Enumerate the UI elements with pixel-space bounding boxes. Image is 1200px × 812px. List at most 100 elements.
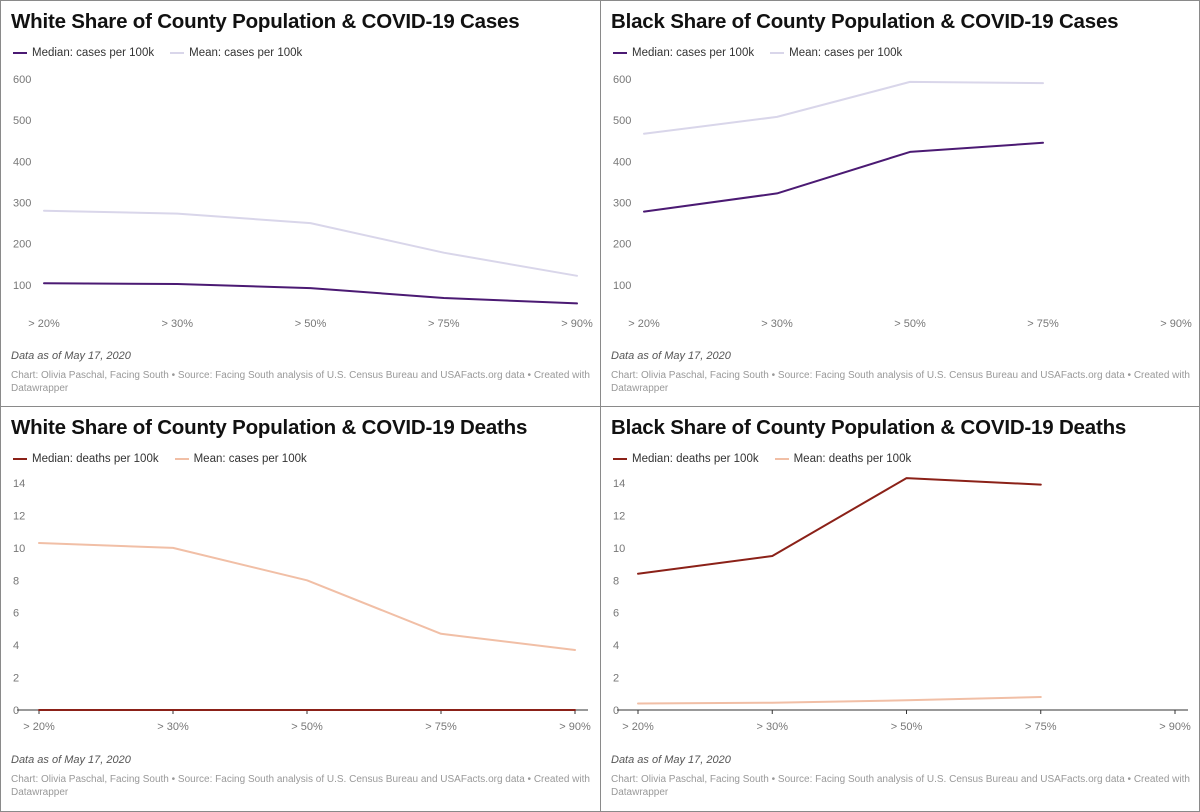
credit-line: Chart: Olivia Paschal, Facing South • So… <box>611 370 1190 394</box>
panel-white-cases: 600 500 400 300 200 100 > 20% > 30% > 50% > 75% > … <box>0 0 601 407</box>
legend-item-median: Median: cases per 100k <box>13 47 154 59</box>
legend-item-median: Median: deaths per 100k <box>613 453 759 465</box>
y-tick-label-0: 0 <box>613 705 619 717</box>
legend-swatch <box>174 458 189 460</box>
x-tick-label-90: > 90% <box>1159 721 1191 733</box>
y-tick-label-4: 4 <box>613 640 619 652</box>
x-tick-label-30: > 30% <box>757 721 789 733</box>
chart-black-deaths: 14 12 10 8 6 4 2 0> 20% > 30% > 50% > 75% > 90% <box>613 477 1191 733</box>
x-tick-label-90: > 90% <box>1160 318 1192 330</box>
chart-title: Black Share of County Population & COVID… <box>611 10 1119 33</box>
credit-line: Chart: Olivia Paschal, Facing South • So… <box>611 774 1190 798</box>
legend-label: Mean: cases per 100k <box>189 47 303 59</box>
chart-black-cases: 600 500 400 300 200 100 > 20% > 30% > 50% > 75% > … <box>613 74 1192 330</box>
legend: Median: deaths per 100k Mean: deaths per… <box>613 453 927 465</box>
y-tick-label-12: 12 <box>13 510 25 522</box>
chart-title: Black Share of County Population & COVID… <box>611 416 1127 439</box>
legend-item-median: Median: cases per 100k <box>613 47 754 59</box>
legend-swatch <box>770 52 785 54</box>
legend-item-mean: Mean: cases per 100k <box>170 47 302 59</box>
y-tick-label-400: 400 <box>13 156 31 168</box>
legend-label: Median: cases per 100k <box>632 47 755 59</box>
legend-label: Mean: deaths per 100k <box>793 453 912 465</box>
y-tick-label-0: 0 <box>13 705 19 717</box>
y-tick-label-12: 12 <box>613 510 625 522</box>
legend-swatch <box>613 52 627 54</box>
x-tick-label-90: > 90% <box>559 721 591 733</box>
y-tick-label-10: 10 <box>613 543 625 555</box>
legend-label: Median: cases per 100k <box>32 47 155 59</box>
x-tick-label-50: > 50% <box>891 721 923 733</box>
legend-item-mean: Mean: deaths per 100k <box>774 453 912 465</box>
legend-label: Mean: cases per 100k <box>789 47 903 59</box>
dateline: Data as of May 17, 2020 <box>11 350 131 362</box>
credit-line: Chart: Olivia Paschal, Facing South • So… <box>11 774 590 798</box>
x-tick-label-20: > 20% <box>23 721 55 733</box>
x-tick-label-75: > 75% <box>1025 721 1057 733</box>
x-tick-label-75: > 75% <box>425 721 457 733</box>
panel-white-deaths: 14 12 10 8 6 4 2 0 > 20% > 30% > 50% > 75% > 90% Whi… <box>0 406 601 812</box>
y-tick-label-300: 300 <box>613 198 631 210</box>
legend-item-mean: Mean: cases per 100k <box>770 47 902 59</box>
x-tick-label-20: > 20% <box>28 318 60 330</box>
legend: Median: cases per 100k Mean: cases per 1… <box>613 47 918 59</box>
y-tick-label-6: 6 <box>613 608 619 620</box>
y-tick-label-500: 500 <box>13 115 31 127</box>
legend-item-mean: Mean: cases per 100k <box>174 453 307 465</box>
y-tick-label-2: 2 <box>613 673 619 685</box>
x-tick-label-90: > 90% <box>561 318 593 330</box>
x-tick-label-50: > 50% <box>291 721 323 733</box>
series-line-median-cases-per-100k <box>643 141 1044 213</box>
y-tick-label-500: 500 <box>613 115 631 127</box>
y-tick-label-4: 4 <box>13 640 19 652</box>
chart-white-deaths: 14 12 10 8 6 4 2 0 > 20% > 30% > 50% > 75% > 90% <box>13 478 591 733</box>
legend-item-median: Median: deaths per 100k <box>13 453 159 465</box>
chart-title: White Share of County Population & COVID… <box>11 416 528 439</box>
y-tick-label-300: 300 <box>13 198 31 210</box>
x-tick-label-75: > 75% <box>1027 318 1059 330</box>
chart-title: White Share of County Population & COVID… <box>11 10 520 33</box>
y-tick-label-100: 100 <box>613 280 631 292</box>
legend-swatch <box>170 52 185 54</box>
legend-swatch <box>13 52 27 54</box>
y-tick-label-400: 400 <box>613 156 631 168</box>
legend: Median: deaths per 100k Mean: cases per … <box>13 453 323 465</box>
series-line-mean-cases-per-100k <box>43 209 578 277</box>
series-line-mean-cases-per-100k <box>643 80 1044 135</box>
x-tick-label-30: > 30% <box>761 318 793 330</box>
y-tick-label-8: 8 <box>13 575 19 587</box>
dateline: Data as of May 17, 2020 <box>611 350 731 362</box>
y-tick-label-100: 100 <box>13 280 31 292</box>
x-tick-label-30: > 30% <box>162 318 194 330</box>
y-tick-label-200: 200 <box>613 239 631 251</box>
y-tick-label-200: 200 <box>13 239 31 251</box>
series-line-mean-cases-per-100k <box>38 542 576 651</box>
x-tick-label-30: > 30% <box>157 721 189 733</box>
legend-label: Mean: cases per 100k <box>193 453 307 465</box>
chart-white-cases: 600 500 400 300 200 100 > 20% > 30% > 50% > 75% > … <box>13 74 593 330</box>
series-line-median-deaths-per-100k <box>637 477 1042 575</box>
y-tick-label-2: 2 <box>13 673 19 685</box>
credit-line: Chart: Olivia Paschal, Facing South • So… <box>11 370 590 394</box>
series-line-median-cases-per-100k <box>43 282 578 305</box>
legend-swatch <box>613 458 627 460</box>
legend-swatch <box>774 458 789 460</box>
y-tick-label-14: 14 <box>13 478 25 490</box>
dateline: Data as of May 17, 2020 <box>11 754 131 766</box>
x-tick-label-50: > 50% <box>894 318 926 330</box>
dateline: Data as of May 17, 2020 <box>611 754 731 766</box>
legend-label: Median: deaths per 100k <box>632 453 759 465</box>
legend-swatch <box>13 458 27 460</box>
y-tick-label-14: 14 <box>613 478 625 490</box>
y-tick-label-6: 6 <box>13 608 19 620</box>
series-line-mean-deaths-per-100k <box>637 696 1042 705</box>
panel-black-deaths: 14 12 10 8 6 4 2 0 > 20% > 30% > 50% > 75% > 90% Bla… <box>600 406 1200 812</box>
y-tick-label-600: 600 <box>13 74 31 86</box>
x-tick-label-75: > 75% <box>428 318 460 330</box>
x-tick-label-20: > 20% <box>628 318 660 330</box>
legend-label: Median: deaths per 100k <box>32 453 159 465</box>
panel-black-cases: 600 500 400 300 200 100 > 20% > 30% > 50% > 75% > … <box>600 0 1200 407</box>
y-tick-label-600: 600 <box>613 74 631 86</box>
y-tick-label-10: 10 <box>13 543 25 555</box>
